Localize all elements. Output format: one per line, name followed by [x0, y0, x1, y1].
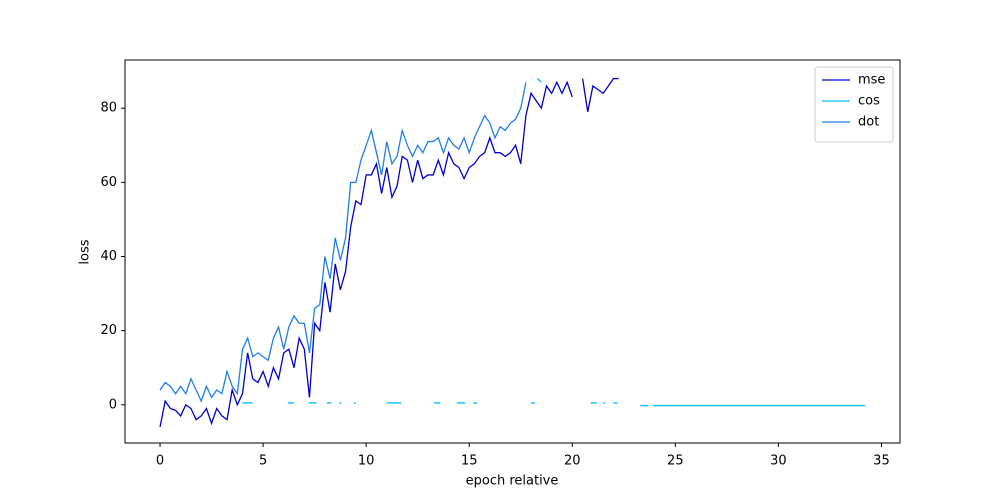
y-tick-label: 40	[100, 249, 117, 264]
x-tick-label: 0	[156, 454, 164, 469]
x-tick-label: 25	[667, 454, 684, 469]
x-tick-label: 5	[259, 454, 267, 469]
x-tick-label: 20	[564, 454, 581, 469]
legend-label: mse	[858, 73, 885, 88]
legend-label: cos	[858, 94, 880, 109]
x-axis-label: epoch relative	[466, 474, 559, 489]
y-tick-label: 20	[100, 323, 117, 338]
y-tick-label: 80	[100, 101, 117, 116]
legend-label: dot	[858, 115, 879, 130]
line-cos	[242, 78, 865, 407]
line-mse	[159, 77, 619, 428]
x-tick-label: 35	[873, 454, 890, 469]
y-tick-label: 0	[109, 397, 117, 412]
line-dot	[159, 82, 527, 403]
x-tick-label: 15	[461, 454, 478, 469]
y-axis-label: loss	[78, 239, 93, 264]
y-tick-label: 60	[100, 175, 117, 190]
plot-frame	[124, 59, 901, 444]
x-tick-label: 10	[358, 454, 375, 469]
x-tick-label: 30	[770, 454, 787, 469]
legend-box	[814, 66, 894, 143]
